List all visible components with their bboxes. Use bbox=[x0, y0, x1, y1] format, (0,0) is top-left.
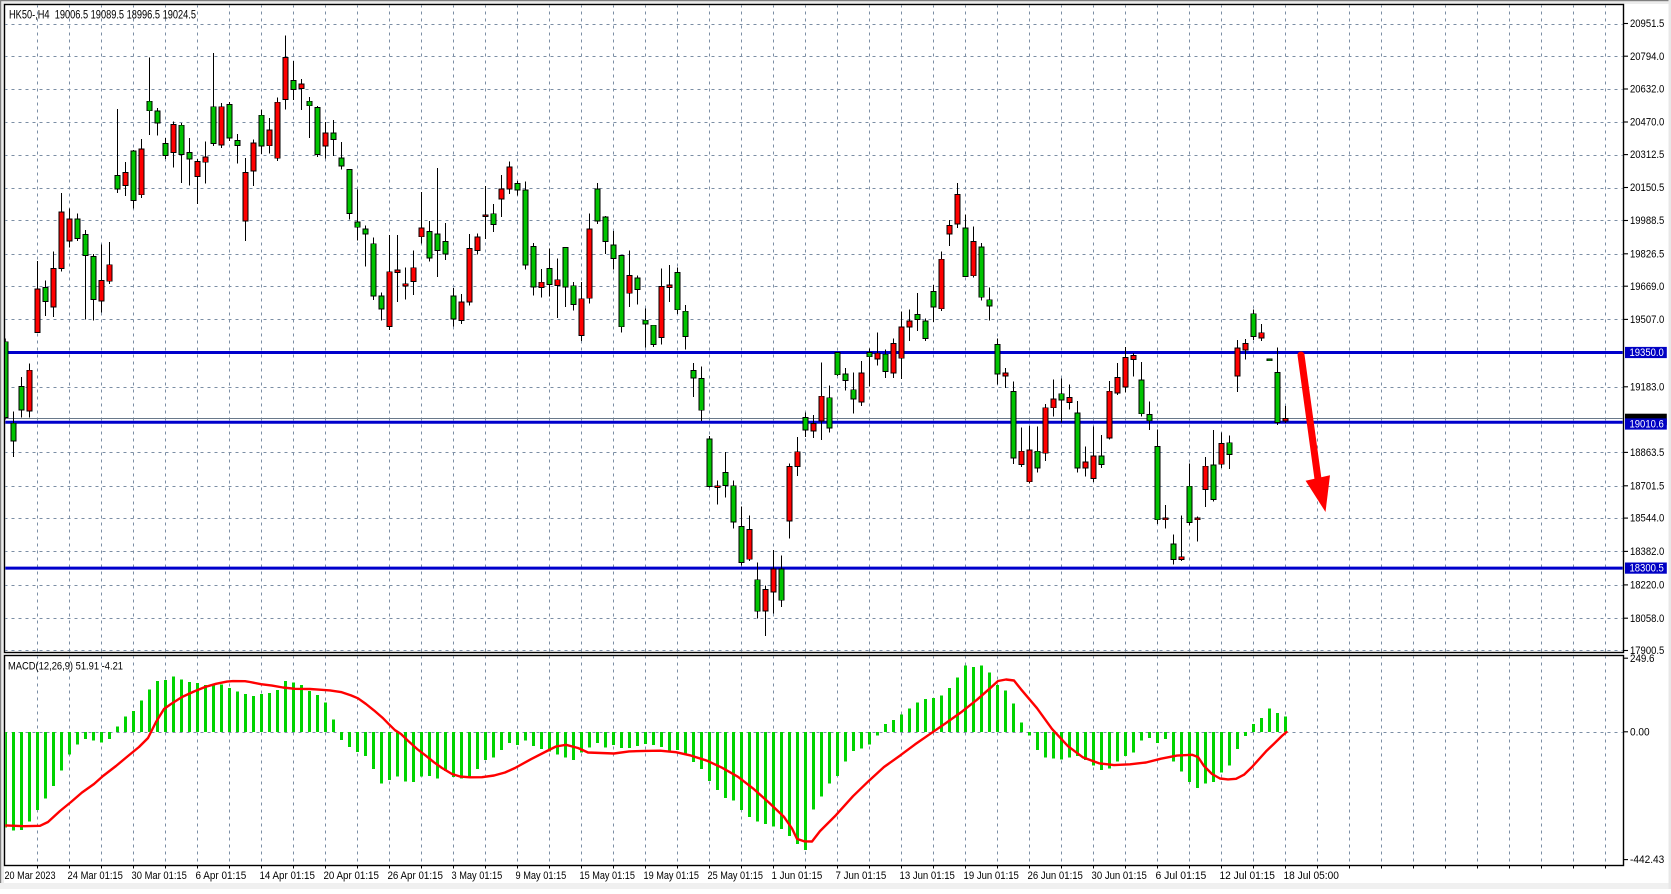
svg-text:13 Jun 01:15: 13 Jun 01:15 bbox=[900, 870, 955, 882]
svg-text:18300.5: 18300.5 bbox=[1630, 563, 1664, 575]
svg-text:20 Apr 01:15: 20 Apr 01:15 bbox=[324, 870, 379, 882]
svg-text:20470.0: 20470.0 bbox=[1630, 117, 1664, 129]
svg-text:19826.5: 19826.5 bbox=[1630, 248, 1664, 260]
svg-text:20794.0: 20794.0 bbox=[1630, 51, 1664, 63]
svg-text:19507.0: 19507.0 bbox=[1630, 314, 1664, 326]
svg-text:26 Apr 01:15: 26 Apr 01:15 bbox=[388, 870, 443, 882]
svg-text:19010.6: 19010.6 bbox=[1630, 419, 1664, 431]
svg-text:19669.0: 19669.0 bbox=[1630, 281, 1664, 293]
svg-text:18382.0: 18382.0 bbox=[1630, 546, 1664, 558]
svg-text:7 Jun 01:15: 7 Jun 01:15 bbox=[836, 870, 887, 882]
svg-text:6 Jul 01:15: 6 Jul 01:15 bbox=[1156, 870, 1207, 882]
svg-text:18220.0: 18220.0 bbox=[1630, 580, 1664, 592]
svg-text:14 Apr 01:15: 14 Apr 01:15 bbox=[260, 870, 315, 882]
svg-text:18544.0: 18544.0 bbox=[1630, 513, 1664, 525]
svg-text:249.6: 249.6 bbox=[1630, 653, 1655, 665]
svg-text:MACD(12,26,9) 51.91 -4.21: MACD(12,26,9) 51.91 -4.21 bbox=[8, 661, 123, 673]
svg-text:18058.0: 18058.0 bbox=[1630, 613, 1664, 625]
svg-text:9 May 01:15: 9 May 01:15 bbox=[516, 870, 567, 882]
svg-text:20 Mar 2023: 20 Mar 2023 bbox=[5, 870, 56, 882]
svg-text:20632.0: 20632.0 bbox=[1630, 84, 1664, 96]
svg-text:HK50-,H4 19006.5 19089.5 1899: HK50-,H4 19006.5 19089.5 18996.5 19024.5 bbox=[9, 8, 196, 22]
svg-text:19988.5: 19988.5 bbox=[1630, 215, 1664, 227]
svg-text:12 Jul 01:15: 12 Jul 01:15 bbox=[1220, 870, 1275, 882]
svg-text:25 May 01:15: 25 May 01:15 bbox=[708, 870, 763, 882]
svg-text:-442.43: -442.43 bbox=[1630, 854, 1664, 866]
svg-text:19 Jun 01:15: 19 Jun 01:15 bbox=[964, 870, 1019, 882]
svg-text:0.00: 0.00 bbox=[1630, 726, 1650, 738]
svg-text:3 May 01:15: 3 May 01:15 bbox=[452, 870, 503, 882]
svg-text:20150.5: 20150.5 bbox=[1630, 182, 1664, 194]
svg-text:30 Jun 01:15: 30 Jun 01:15 bbox=[1092, 870, 1147, 882]
svg-text:19350.0: 19350.0 bbox=[1630, 347, 1664, 359]
svg-text:18701.5: 18701.5 bbox=[1630, 480, 1664, 492]
svg-text:1 Jun 01:15: 1 Jun 01:15 bbox=[772, 870, 823, 882]
svg-text:30 Mar 01:15: 30 Mar 01:15 bbox=[132, 870, 187, 882]
svg-text:19183.0: 19183.0 bbox=[1630, 381, 1664, 393]
svg-text:20312.5: 20312.5 bbox=[1630, 149, 1664, 161]
svg-text:18863.5: 18863.5 bbox=[1630, 447, 1664, 459]
svg-text:26 Jun 01:15: 26 Jun 01:15 bbox=[1028, 870, 1083, 882]
svg-text:6 Apr 01:15: 6 Apr 01:15 bbox=[196, 870, 247, 882]
svg-text:19 May 01:15: 19 May 01:15 bbox=[644, 870, 699, 882]
svg-text:18 Jul 05:00: 18 Jul 05:00 bbox=[1284, 870, 1339, 882]
svg-text:24 Mar 01:15: 24 Mar 01:15 bbox=[68, 870, 123, 882]
svg-text:15 May 01:15: 15 May 01:15 bbox=[580, 870, 635, 882]
svg-text:20951.5: 20951.5 bbox=[1630, 18, 1664, 30]
